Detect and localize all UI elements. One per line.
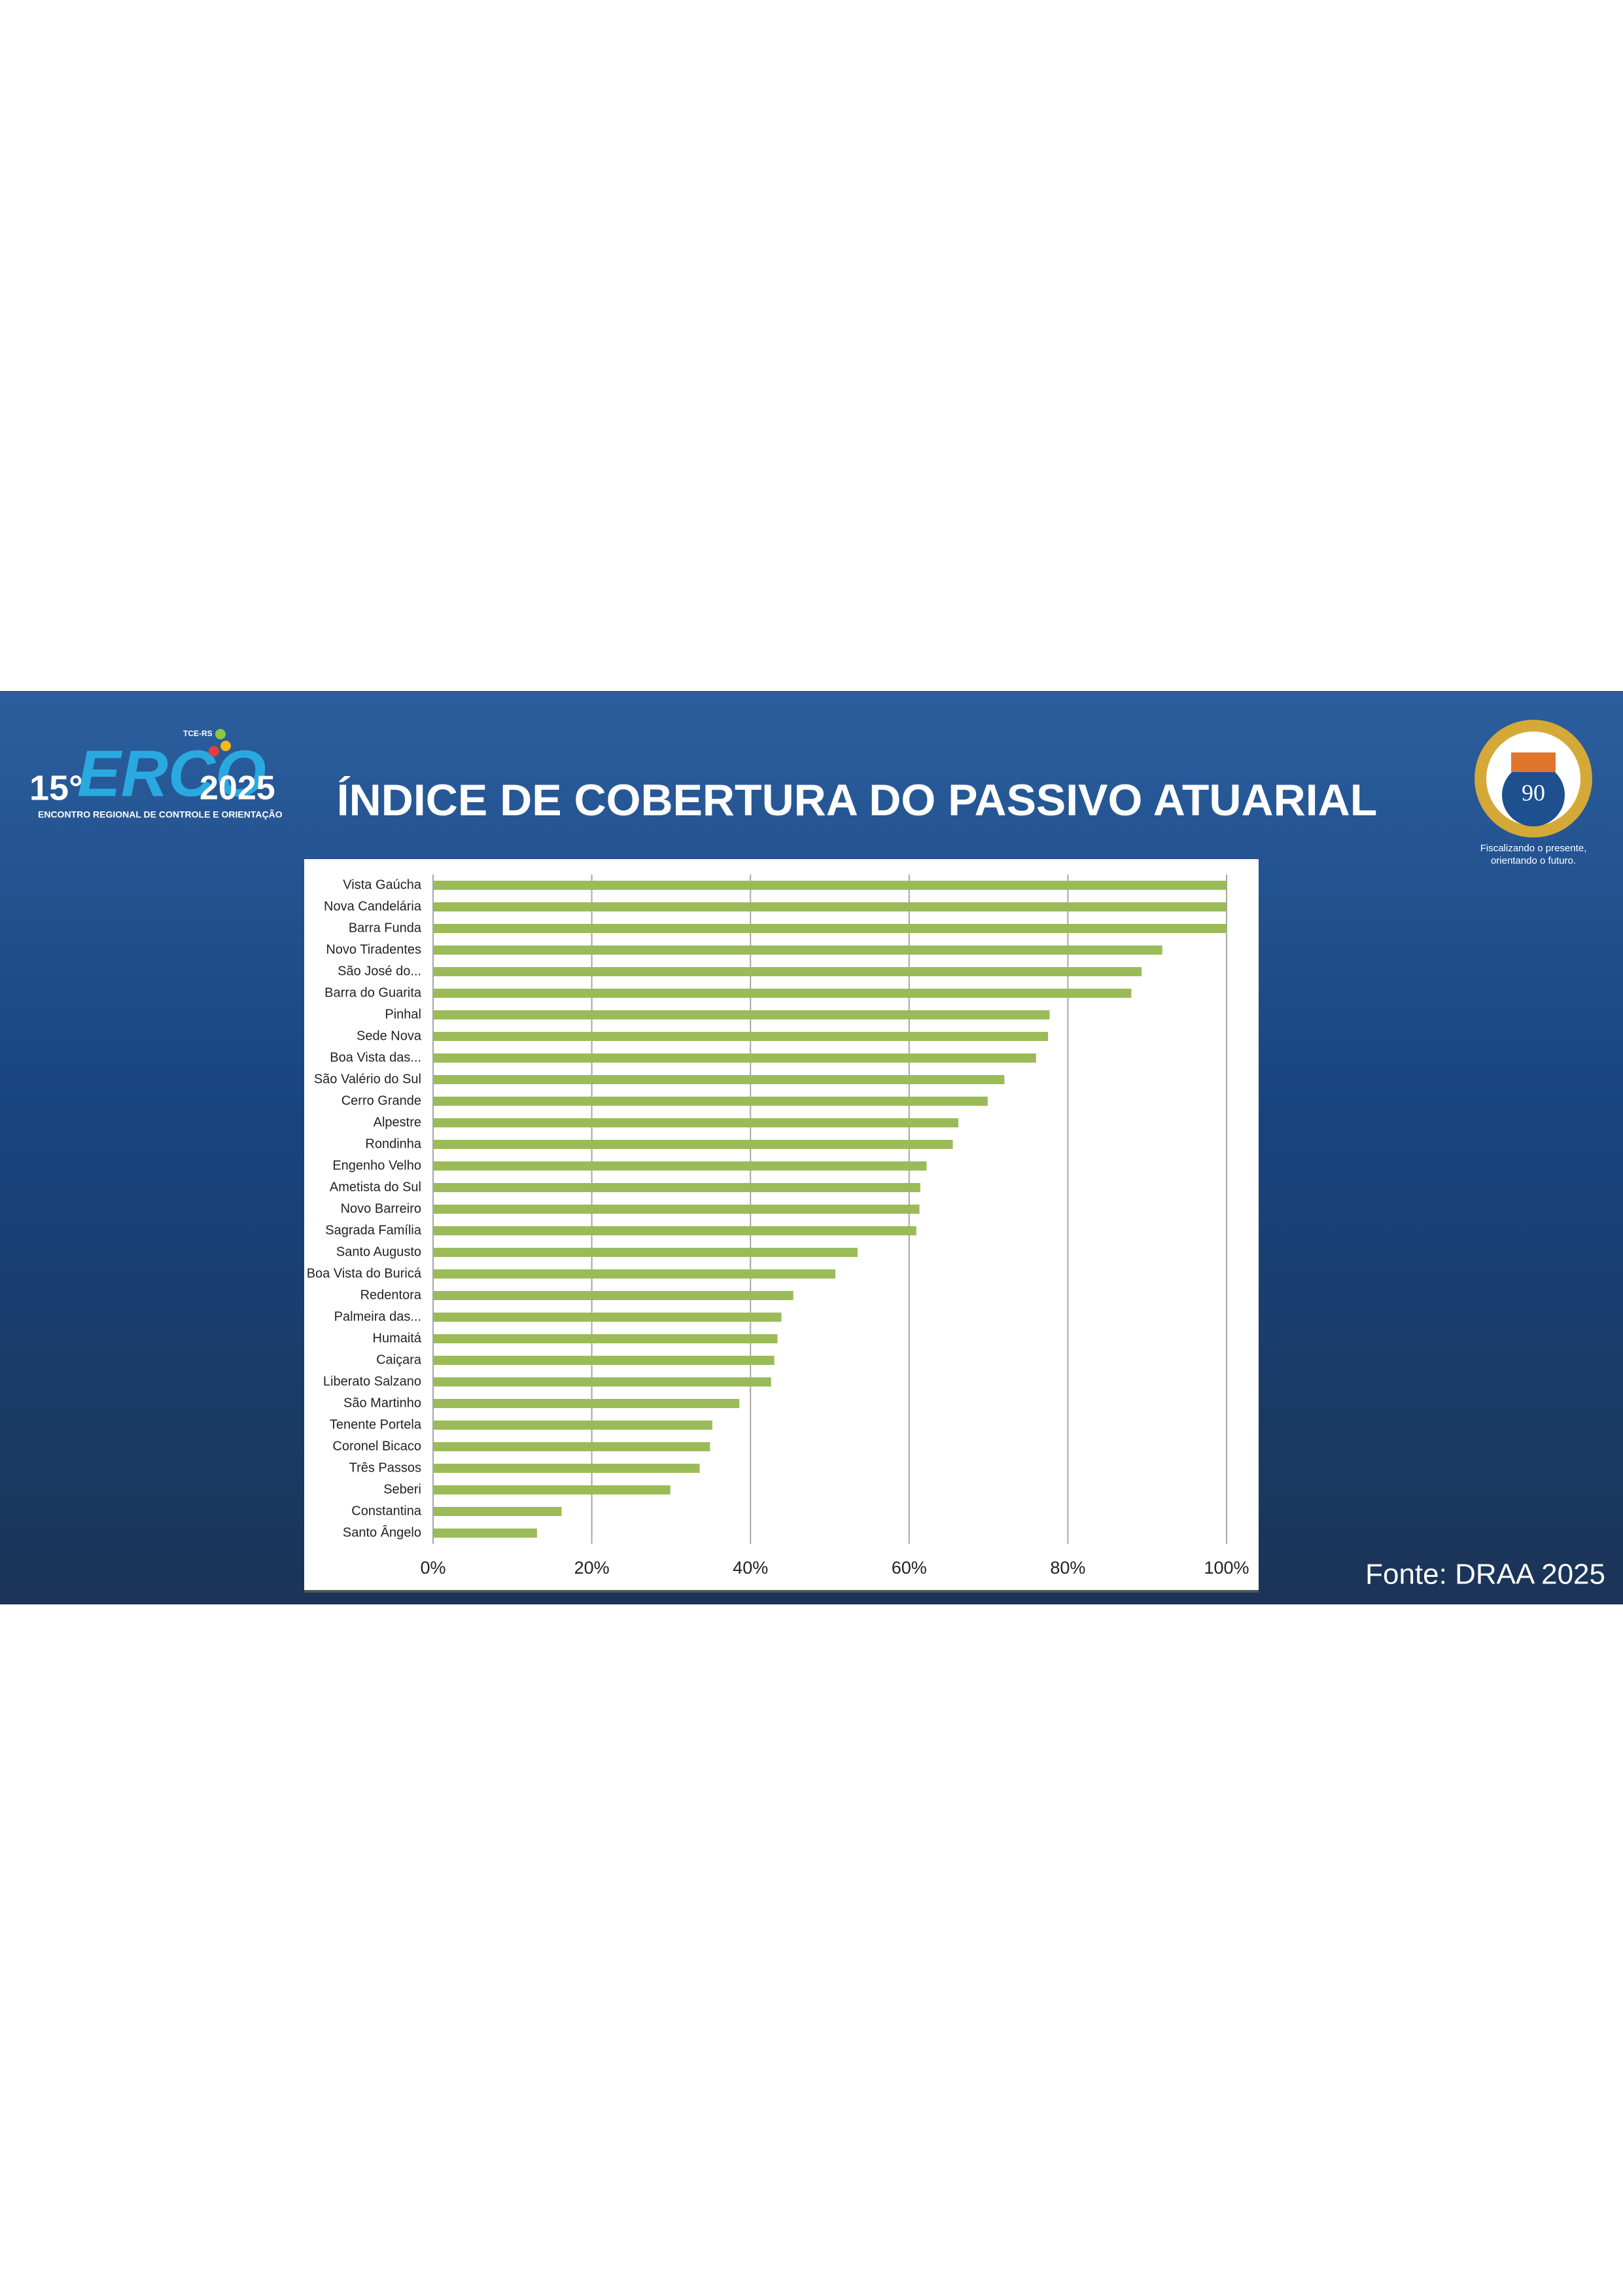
bar [433, 902, 1227, 911]
bar [433, 1053, 1036, 1063]
y-tick-label: Rondinha [365, 1137, 422, 1151]
y-tick-label: Seberi [383, 1482, 421, 1496]
bar [433, 1464, 700, 1473]
logo-emblem [1511, 752, 1556, 772]
bar [433, 1442, 710, 1451]
x-tick-label: 100% [1204, 1558, 1249, 1578]
bar [433, 1097, 988, 1106]
x-tick-label: 20% [574, 1558, 610, 1578]
chart-title: ÍNDICE DE COBERTURA DO PASSIVO ATUARIAL [337, 775, 1378, 825]
y-tick-label: Engenho Velho [332, 1158, 421, 1173]
bar [433, 967, 1142, 976]
y-tick-label: Vista Gaúcha [343, 877, 422, 892]
logo-edition: 15° [29, 768, 83, 807]
logo-org: TCE-RS [183, 729, 213, 738]
y-tick-label: Boa Vista do Buricá [307, 1266, 422, 1280]
y-tick-label: Novo Barreiro [341, 1201, 421, 1216]
bar [433, 1118, 959, 1127]
bar [433, 1377, 771, 1386]
event-logo: 15° ERCO 2025 TCE-RS ENCONTRO REGIONAL D… [29, 729, 283, 820]
y-tick-label: Nova Candelária [324, 899, 422, 913]
bar [433, 1161, 927, 1171]
bar [433, 1032, 1049, 1041]
bar [433, 1183, 920, 1192]
bar [433, 1205, 920, 1214]
bar [433, 1291, 794, 1300]
y-tick-label: Humaitá [373, 1331, 422, 1345]
y-tick-label: Três Passos [349, 1460, 421, 1475]
bar [433, 1399, 740, 1408]
bar [433, 1485, 671, 1494]
y-tick-label: Novo Tiradentes [326, 942, 421, 957]
y-tick-label: Coronel Bicaco [332, 1439, 421, 1453]
bar [433, 1528, 537, 1538]
y-tick-label: São Valério do Sul [314, 1072, 421, 1086]
bar [433, 1248, 858, 1257]
logo-number: 90 [1522, 779, 1545, 805]
bar [433, 1334, 778, 1343]
y-tick-label: Boa Vista das... [330, 1050, 421, 1065]
y-tick-label: Sagrada Família [325, 1223, 422, 1237]
logo-core [1502, 764, 1565, 826]
y-tick-label: Pinhal [385, 1007, 421, 1021]
y-tick-label: Constantina [351, 1504, 422, 1518]
bar [433, 1421, 712, 1430]
bar [433, 1010, 1050, 1019]
y-tick-label: Liberato Salzano [323, 1374, 421, 1388]
y-tick-label: Alpestre [374, 1115, 421, 1129]
x-tick-label: 60% [892, 1558, 927, 1578]
y-tick-label: Palmeira das... [334, 1309, 421, 1324]
x-tick-label: 40% [733, 1558, 768, 1578]
bar [433, 989, 1132, 998]
bar [433, 881, 1227, 890]
y-tick-label: Santo Ângelo [343, 1525, 421, 1540]
y-tick-label: Tenente Portela [330, 1417, 422, 1432]
bar [433, 945, 1162, 955]
y-tick-label: São José do... [338, 964, 421, 978]
bar [433, 1507, 562, 1516]
logo-year: 2025 [200, 769, 275, 807]
y-tick-label: São Martinho [343, 1396, 421, 1410]
y-tick-label: Barra do Guarita [324, 985, 422, 1000]
logo-tagline: Fiscalizando o presente, [1480, 843, 1587, 854]
bar [433, 1226, 916, 1235]
logo-dot [209, 746, 219, 756]
y-tick-label: Ametista do Sul [330, 1180, 421, 1194]
logo-name: ERCO [77, 737, 266, 810]
bar [433, 1313, 782, 1322]
bar [433, 1140, 953, 1149]
y-tick-label: Barra Funda [349, 921, 422, 935]
x-tick-label: 0% [420, 1558, 445, 1578]
chart: 0% 20% 40% 60% 80% 100% Vista Gaúcha Nova Cande… [307, 874, 1249, 1578]
y-tick-label: Cerro Grande [341, 1093, 421, 1108]
anniversary-logo: 90 Fiscalizando o presente, orientando o… [1475, 720, 1592, 866]
logo-dot [220, 741, 231, 751]
y-tick-label: Redentora [360, 1288, 422, 1302]
bar [433, 924, 1227, 933]
y-tick-label: Caiçara [376, 1352, 422, 1367]
logo-subtitle: ENCONTRO REGIONAL DE CONTROLE E ORIENTAÇ… [38, 809, 283, 820]
logo-dot [215, 729, 226, 739]
bar [433, 1356, 775, 1365]
bar [433, 1269, 835, 1279]
x-tick-label: 80% [1050, 1558, 1085, 1578]
bar [433, 1075, 1005, 1084]
logo-tagline: orientando o futuro. [1491, 855, 1576, 866]
y-tick-label: Santo Augusto [336, 1245, 421, 1259]
source-note: Fonte: DRAA 2025 [1365, 1559, 1605, 1591]
y-tick-label: Sede Nova [357, 1029, 422, 1043]
